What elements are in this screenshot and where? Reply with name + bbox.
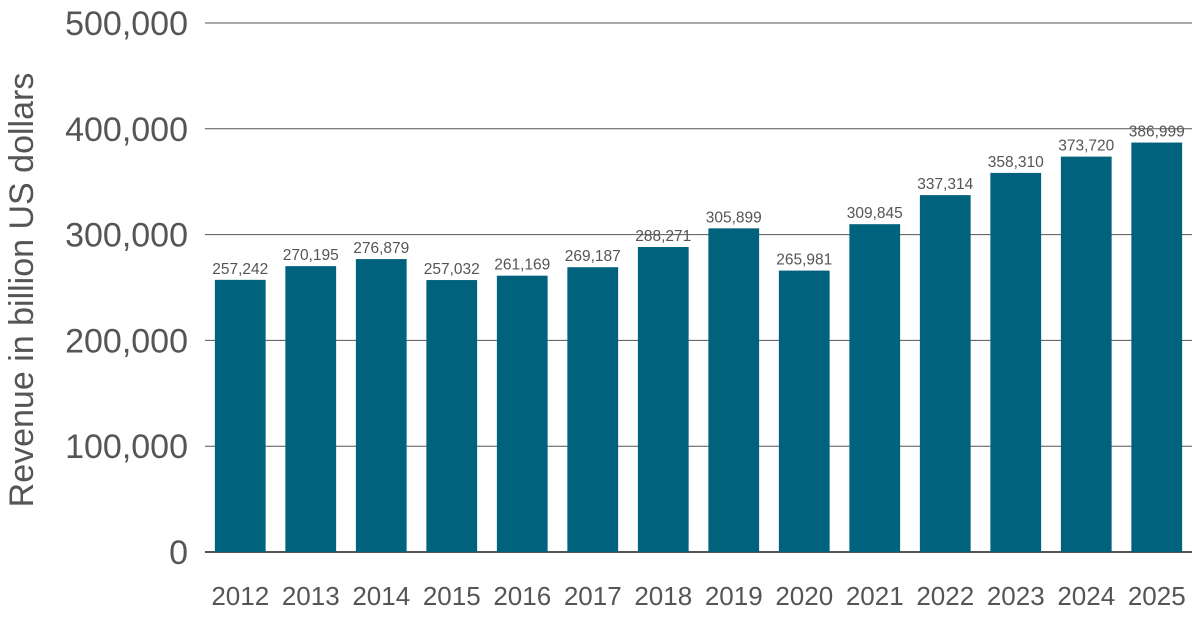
bar (849, 224, 901, 552)
bar (990, 172, 1042, 552)
grid-layer (205, 22, 1192, 553)
bar (1131, 142, 1183, 552)
data-label: 276,879 (353, 240, 409, 257)
data-label: 257,242 (212, 261, 268, 278)
x-tick-label: 2012 (211, 581, 269, 611)
bar (637, 247, 689, 552)
data-label: 309,845 (847, 205, 903, 222)
bar (426, 280, 478, 552)
y-tick-label: 400,000 (65, 111, 188, 149)
x-tick-label: 2015 (423, 581, 481, 611)
x-tick-label: 2022 (916, 581, 974, 611)
data-label: 257,032 (424, 261, 480, 278)
bar (496, 275, 548, 552)
bar (285, 266, 337, 552)
bar (567, 267, 619, 552)
bar (355, 259, 407, 552)
x-tick-label: 2016 (493, 581, 551, 611)
y-tick-label: 300,000 (65, 217, 188, 255)
data-label: 265,981 (776, 252, 832, 269)
data-label: 337,314 (917, 176, 973, 193)
data-label: 305,899 (706, 209, 762, 226)
x-tick-label: 2025 (1128, 581, 1186, 611)
x-tick-label: 2019 (705, 581, 763, 611)
x-tick-label: 2013 (282, 581, 340, 611)
x-axis: 2012 2013 2014 2015 2016 2017 2018 2019 2020 2021… (211, 581, 1185, 611)
data-label: 288,271 (635, 228, 691, 245)
x-tick-label: 2020 (775, 581, 833, 611)
x-tick-label: 2021 (846, 581, 904, 611)
x-tick-label: 2018 (634, 581, 692, 611)
y-tick-label: 100,000 (65, 428, 188, 466)
data-label: 270,195 (283, 247, 339, 264)
data-label: 373,720 (1058, 138, 1114, 155)
data-label: 261,169 (494, 257, 550, 274)
y-tick-label: 200,000 (65, 322, 188, 360)
bar (708, 228, 760, 552)
y-axis: 0 100,000 200,000 300,000 400,000 500,000 (65, 5, 188, 572)
data-label: 386,999 (1129, 124, 1185, 141)
data-label: 358,310 (988, 154, 1044, 171)
bar-layer (214, 142, 1183, 553)
bar (919, 195, 971, 553)
bar (1060, 156, 1112, 552)
y-axis-title: Revenue in billion US dollars (3, 73, 41, 508)
x-tick-label: 2014 (352, 581, 410, 611)
y-tick-label: 0 (169, 534, 188, 572)
data-label-layer: 257,242 270,195 276,879 257,032 261,169 269,1… (212, 124, 1185, 279)
data-label: 269,187 (565, 248, 621, 265)
x-tick-label: 2023 (987, 581, 1045, 611)
x-tick-label: 2017 (564, 581, 622, 611)
bar (214, 279, 266, 552)
x-tick-label: 2024 (1057, 581, 1115, 611)
bar (778, 270, 830, 552)
y-tick-label: 500,000 (65, 5, 188, 43)
